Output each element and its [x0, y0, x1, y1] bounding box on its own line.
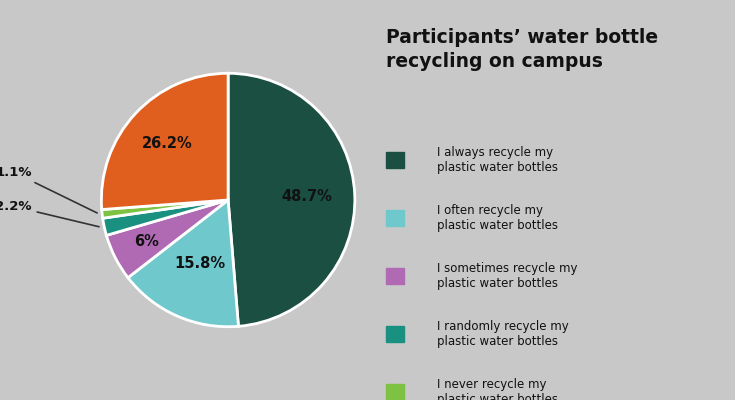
Wedge shape [228, 73, 355, 326]
Wedge shape [128, 200, 238, 327]
Text: I often recycle my
plastic water bottles: I often recycle my plastic water bottles [437, 204, 559, 232]
Wedge shape [103, 200, 228, 235]
Text: I always recycle my
plastic water bottles: I always recycle my plastic water bottle… [437, 146, 559, 174]
Text: 2.2%: 2.2% [0, 200, 99, 227]
Text: 48.7%: 48.7% [282, 189, 332, 204]
Text: I randomly recycle my
plastic water bottles: I randomly recycle my plastic water bott… [437, 320, 569, 348]
Wedge shape [107, 200, 228, 278]
Text: 15.8%: 15.8% [174, 256, 226, 271]
Text: 26.2%: 26.2% [143, 136, 193, 152]
Text: I sometimes recycle my
plastic water bottles: I sometimes recycle my plastic water bot… [437, 262, 578, 290]
Text: I never recycle my
plastic water bottles: I never recycle my plastic water bottles [437, 378, 559, 400]
Wedge shape [101, 200, 228, 218]
Wedge shape [101, 73, 228, 210]
Text: 6%: 6% [135, 234, 159, 249]
Text: Participants’ water bottle
recycling on campus: Participants’ water bottle recycling on … [386, 28, 658, 71]
Text: 1.1%: 1.1% [0, 166, 97, 213]
